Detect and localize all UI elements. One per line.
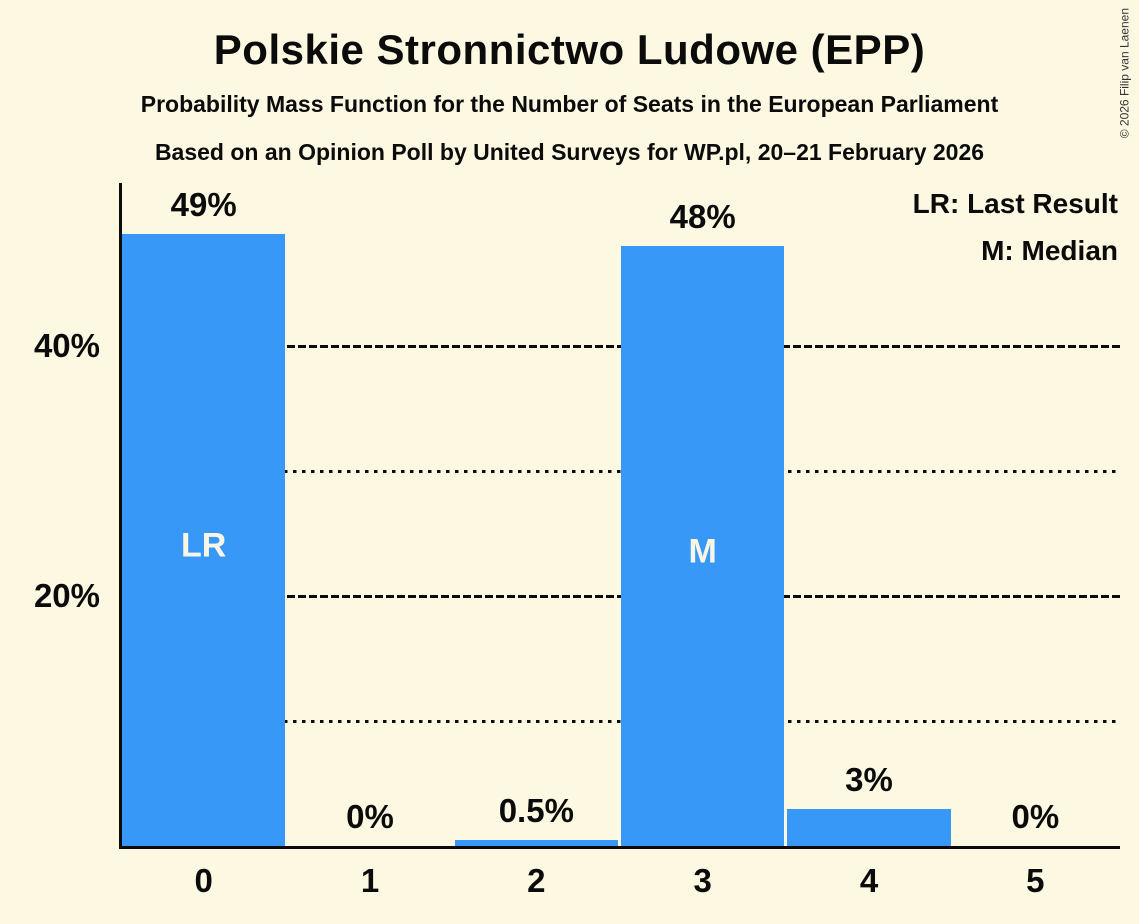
legend-item-last-result: LR: Last Result	[912, 188, 1118, 219]
x-tick-seats-4: 4	[859, 862, 879, 899]
page-title: Polskie Stronnictwo Ludowe (EPP)	[213, 26, 926, 73]
value-label-seats-5: 0%	[1011, 798, 1060, 835]
chart-source-line: Based on an Opinion Poll by United Surve…	[154, 139, 985, 165]
x-tick-seats-2: 2	[527, 862, 546, 899]
x-tick-seats-5: 5	[1026, 862, 1045, 899]
bar-seats-2	[454, 839, 618, 846]
value-label-seats-2: 0.5%	[498, 791, 574, 829]
x-tick-seats-3: 3	[693, 862, 712, 899]
legend: LR: Last Result M: Median	[913, 180, 1118, 274]
value-label-seats-1: 0%	[346, 798, 394, 835]
value-label-seats-0: 49%	[170, 185, 237, 223]
bar-annotation-lr: LR	[180, 526, 227, 565]
y-tick-40-percent: 40%	[33, 327, 100, 364]
plot-area: LR 49% 0% 0.5% M 48% 3% 0%	[119, 183, 1120, 849]
legend-item-median: M: Median	[981, 235, 1118, 266]
x-tick-seats-1: 1	[360, 862, 380, 899]
bar-seats-0: LR	[122, 233, 286, 846]
value-label-seats-3: 48%	[669, 198, 736, 235]
x-tick-seats-0: 0	[194, 862, 213, 899]
chart-subtitle: Probability Mass Function for the Number…	[140, 91, 999, 117]
bar-annotation-m: M	[688, 532, 717, 571]
bar-seats-4	[787, 808, 951, 846]
bar-seats-3: M	[621, 246, 785, 846]
y-tick-20-percent: 20%	[33, 577, 100, 614]
value-label-seats-4: 3%	[845, 760, 893, 798]
